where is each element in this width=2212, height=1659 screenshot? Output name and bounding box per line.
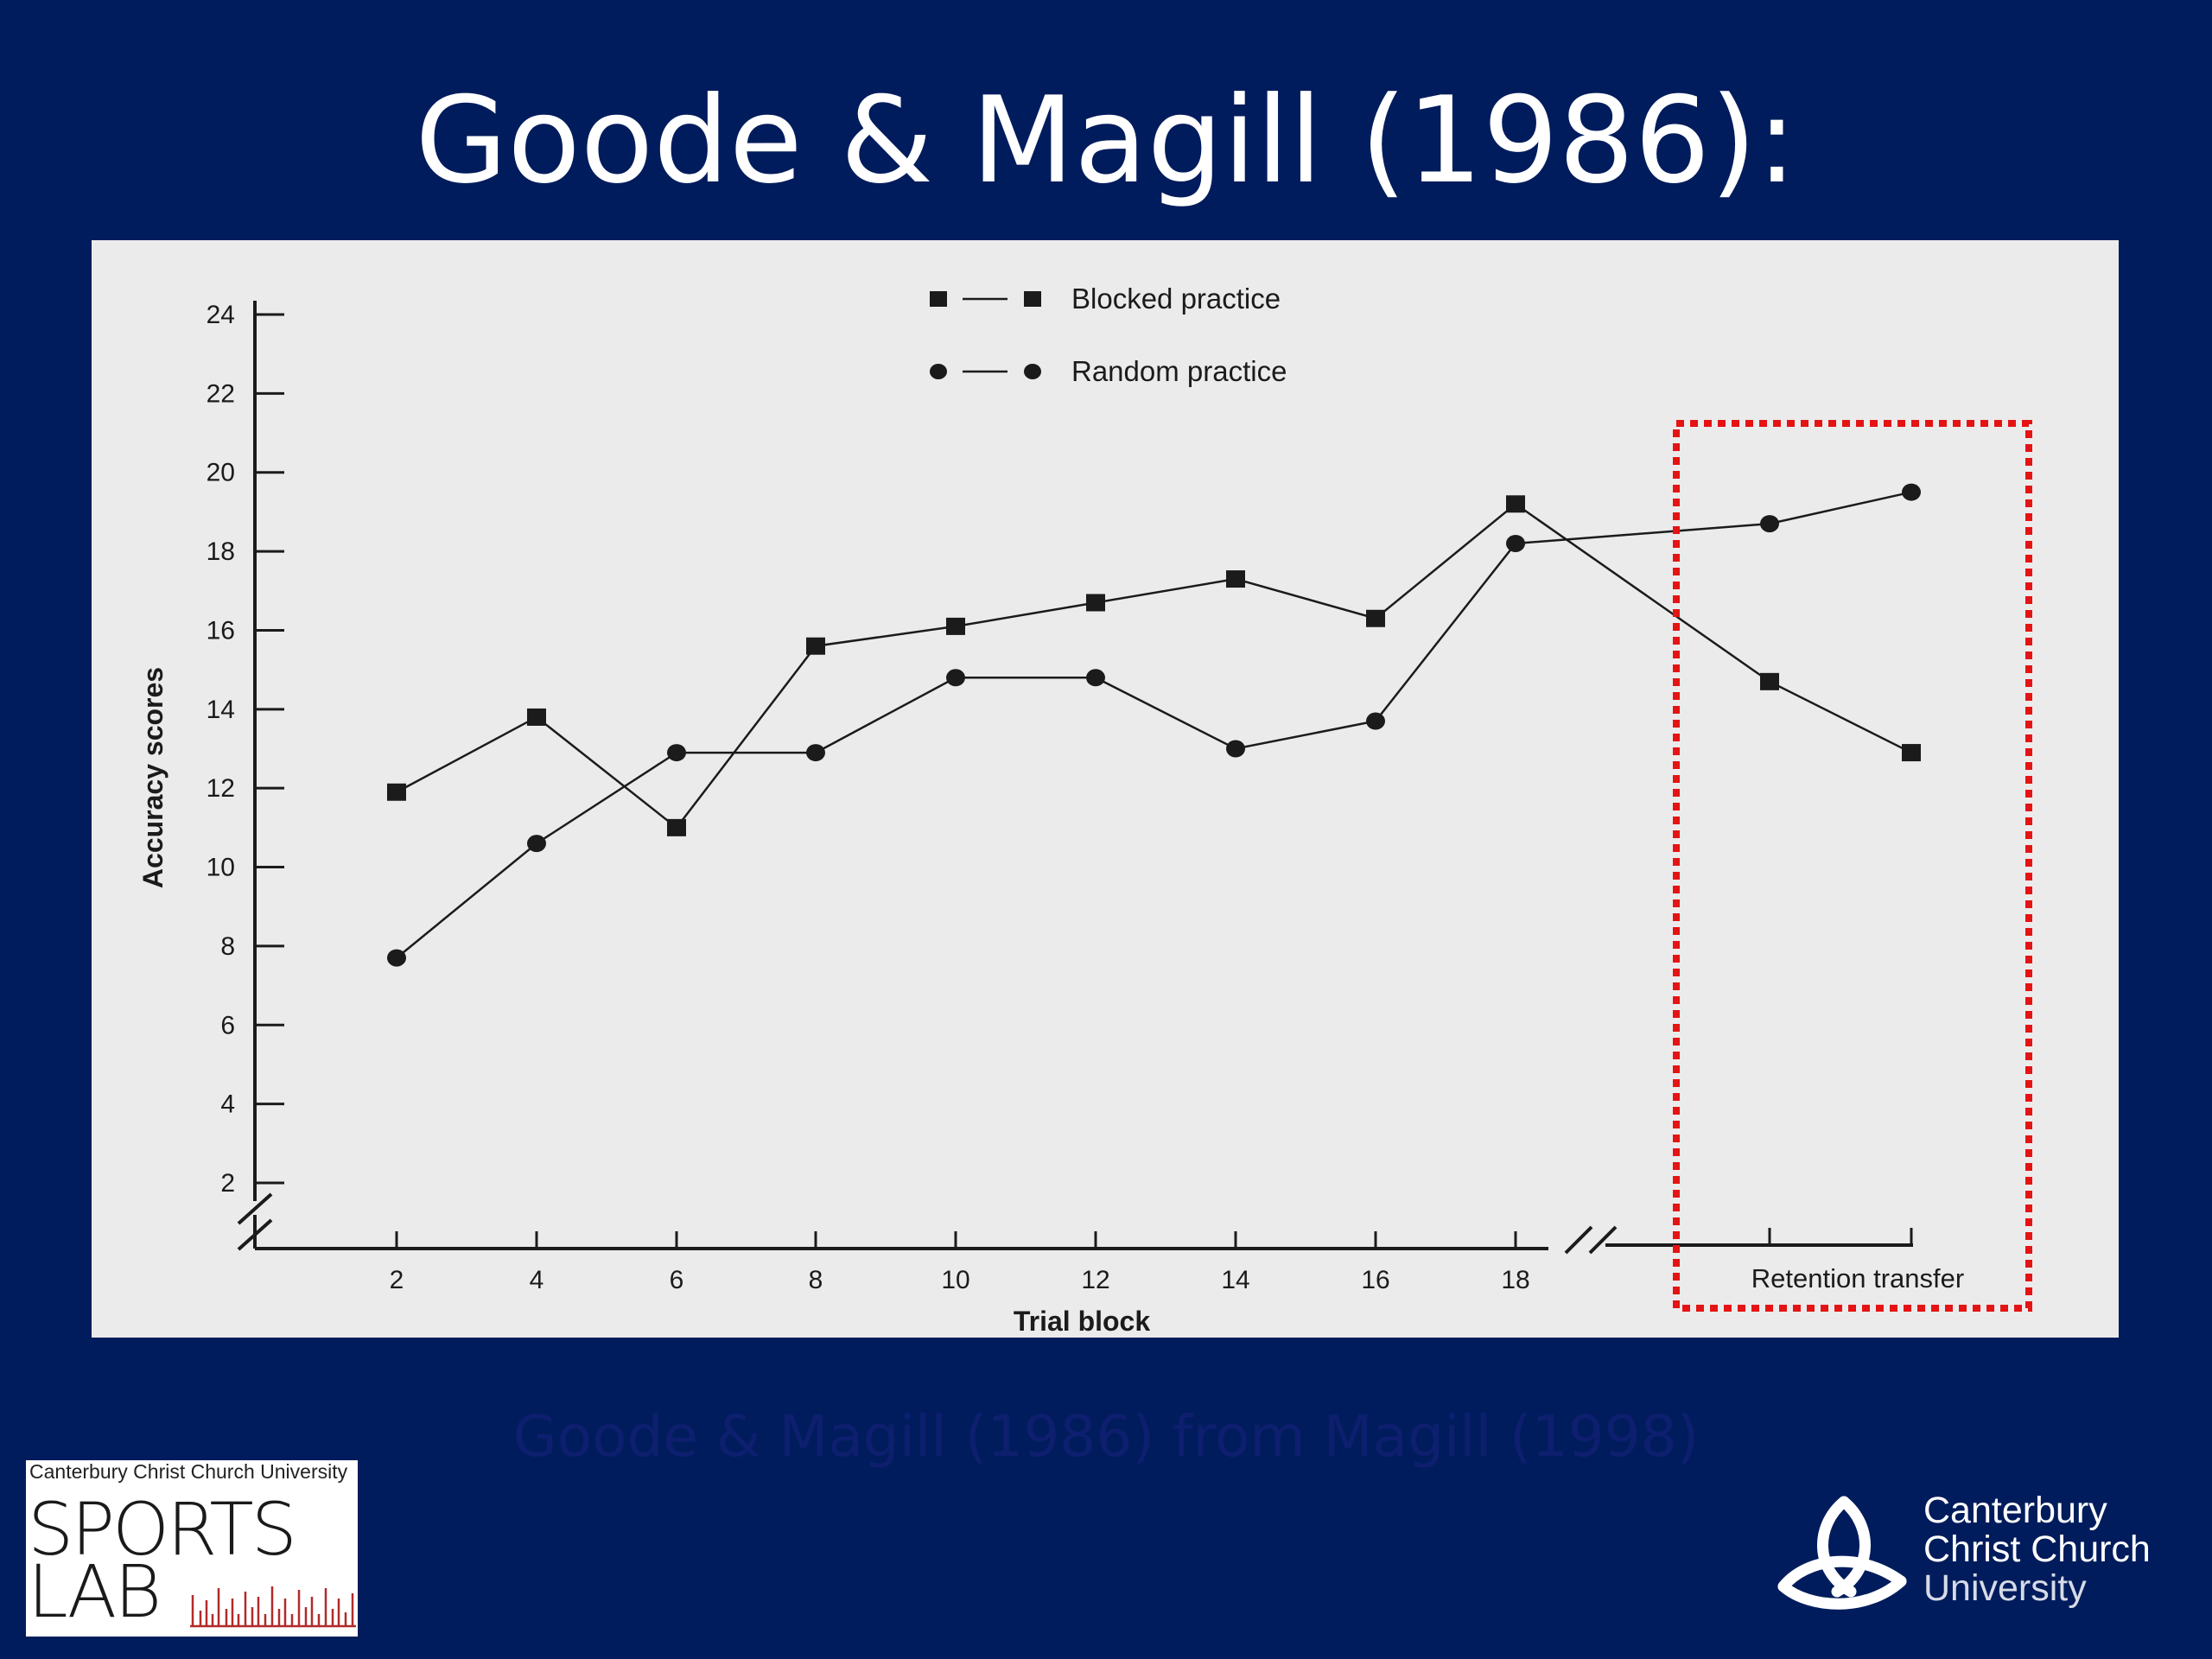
y-tick-label: 16 [207, 616, 235, 645]
data-point-random [667, 744, 686, 762]
y-tick-label: 4 [220, 1090, 235, 1119]
cccu-line-1: Canterbury [1923, 1490, 2107, 1531]
x-axis-title: Trial block [1014, 1306, 1150, 1337]
data-point-random [1366, 712, 1385, 730]
x-tick-label: 14 [1221, 1266, 1249, 1294]
cccu-logo: Canterbury Christ Church University [1771, 1490, 2186, 1619]
data-point-blocked [1226, 570, 1245, 588]
data-point-blocked [1902, 744, 1921, 762]
slide-caption: Goode & Magill (1986) from Magill (1998) [512, 1403, 1700, 1470]
legend-marker-blocked [930, 291, 947, 307]
legend-marker-random [1024, 364, 1041, 379]
x-tick-label: 16 [1361, 1266, 1389, 1294]
cccu-wordmark: Canterbury Christ Church University [1923, 1491, 2151, 1608]
y-tick-label: 20 [207, 459, 235, 487]
y-tick-label: 22 [207, 379, 235, 408]
data-point-blocked [1760, 672, 1779, 690]
data-point-random [946, 669, 965, 687]
chart-panel: 2 4 6 8 10 12 14 16 18 20 22 24 2 4 6 8 10 12 14 16 18 Retent… [92, 240, 2119, 1338]
x-tick-label: 6 [670, 1266, 684, 1294]
data-point-blocked [946, 617, 965, 635]
x-tick-label: 4 [530, 1266, 544, 1294]
y-tick-label: 6 [220, 1011, 235, 1039]
y-axis-break-mark [237, 1192, 273, 1225]
x-tick-label: 12 [1081, 1266, 1109, 1294]
x-tick-label-retention-transfer: Retention transfer [1751, 1263, 1964, 1294]
legend-marker-blocked [1024, 291, 1041, 307]
sports-lab-ruler-icon [190, 1586, 356, 1628]
data-point-random [1226, 740, 1245, 758]
y-tick-label: 14 [207, 696, 235, 724]
series-line-random [396, 491, 1912, 959]
data-point-random [806, 744, 825, 762]
y-tick-label: 24 [207, 301, 235, 329]
sports-lab-university-text: Canterbury Christ Church University [29, 1460, 348, 1483]
legend-marker-random [930, 364, 947, 379]
data-point-blocked [667, 818, 686, 836]
data-point-blocked [387, 783, 406, 801]
data-point-blocked [806, 637, 825, 655]
data-point-random [387, 949, 406, 967]
data-point-random [1086, 669, 1105, 687]
x-axis-break-mark [1588, 1225, 1618, 1255]
data-point-random [1902, 483, 1921, 501]
data-point-blocked [527, 708, 546, 726]
series-line-blocked [396, 502, 1912, 830]
data-point-random [527, 835, 546, 853]
y-tick-label: 2 [220, 1169, 235, 1198]
cccu-trinity-knot-icon [1777, 1496, 1907, 1610]
sports-lab-logo: Canterbury Christ Church University SPOR… [26, 1460, 358, 1637]
x-tick-label: 2 [390, 1266, 404, 1294]
y-tick-label: 12 [207, 774, 235, 803]
y-tick-label: 10 [207, 854, 235, 882]
data-point-blocked [1086, 594, 1105, 612]
x-axis-break-mark [1564, 1225, 1593, 1255]
sports-lab-word-sports: SPORTS [28, 1487, 297, 1572]
y-axis-title: Accuracy scores [137, 667, 168, 888]
y-tick-label: 18 [207, 537, 235, 566]
cccu-line-2: Christ Church [1923, 1529, 2151, 1570]
highlight-box-retention-transfer [1673, 420, 2032, 1312]
x-tick-label: 18 [1501, 1266, 1529, 1294]
legend-label: Random practice [1071, 355, 1287, 387]
x-tick-label: 8 [809, 1266, 823, 1294]
data-point-random [1760, 515, 1779, 533]
data-point-blocked [1506, 495, 1525, 513]
slide-title: Goode & Magill (1986): [415, 71, 1797, 210]
y-tick-label: 8 [220, 932, 235, 961]
x-tick-label: 10 [941, 1266, 969, 1294]
sports-lab-word-lab: LAB [28, 1549, 162, 1634]
data-point-blocked [1366, 609, 1385, 627]
legend-label: Blocked practice [1071, 283, 1281, 315]
data-point-random [1506, 534, 1525, 552]
cccu-line-3: University [1923, 1567, 2087, 1609]
